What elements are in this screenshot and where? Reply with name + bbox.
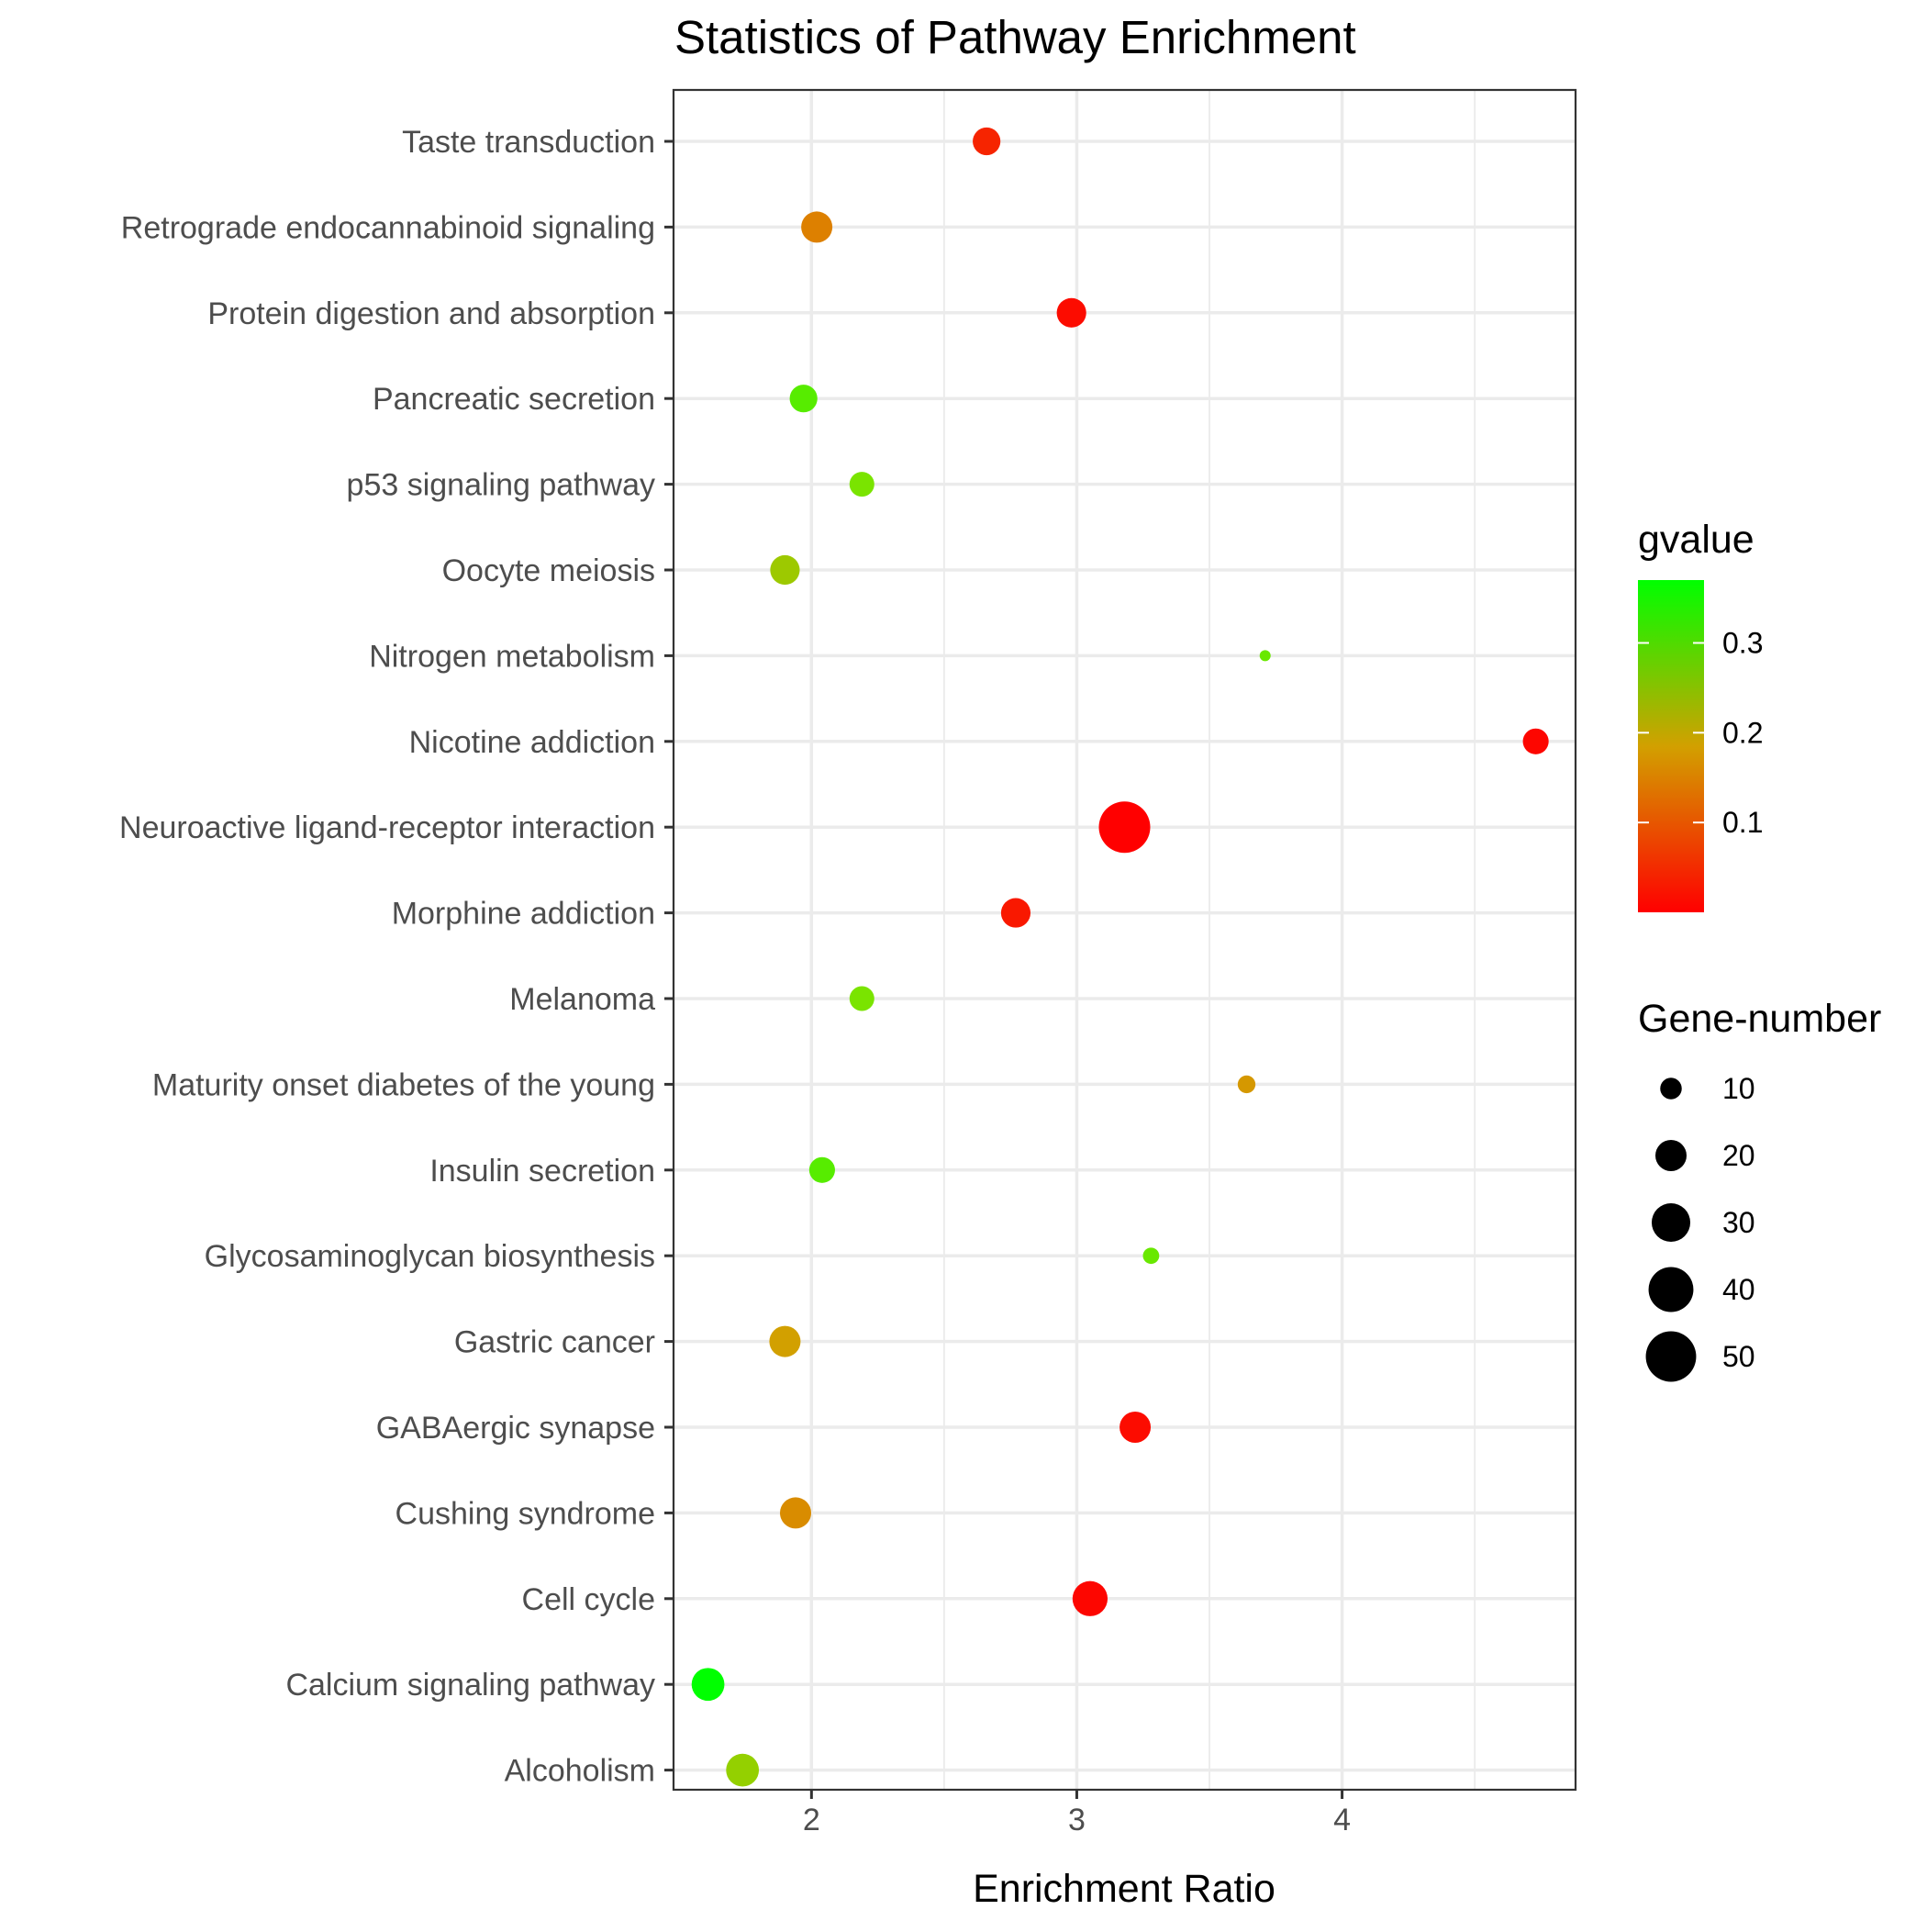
size-legend-label: 50 — [1722, 1340, 1755, 1373]
color-legend-tick-label: 0.2 — [1722, 716, 1763, 749]
y-tick-label: Nicotine addiction — [409, 725, 655, 760]
data-point — [1056, 297, 1086, 328]
y-tick-label: Gastric cancer — [454, 1325, 655, 1360]
color-legend-bar — [1638, 580, 1704, 912]
data-point — [1119, 1411, 1152, 1444]
size-legend-label: 40 — [1722, 1273, 1755, 1306]
data-point — [691, 1668, 725, 1702]
color-legend-title: gvalue — [1638, 518, 1754, 562]
y-tick-label: Cushing syndrome — [395, 1496, 655, 1531]
x-axis-title: Enrichment Ratio — [973, 1867, 1275, 1911]
chart-title: Statistics of Pathway Enrichment — [674, 11, 1356, 63]
y-tick-label: Morphine addiction — [392, 897, 655, 932]
size-legend-key — [1645, 1331, 1697, 1382]
data-point — [1000, 898, 1031, 928]
color-legend-ticks: 0.1 0.2 0.3 — [1638, 626, 1763, 839]
data-point — [769, 1325, 801, 1357]
x-tick-label: 2 — [803, 1803, 820, 1837]
data-point — [726, 1753, 760, 1787]
data-point — [789, 385, 818, 413]
color-legend-tick-label: 0.1 — [1722, 806, 1763, 839]
size-legend-key — [1660, 1078, 1682, 1100]
size-legend: Gene-number 10 20 30 40 50 — [1638, 997, 1881, 1382]
y-tick-label: Alcoholism — [505, 1754, 655, 1789]
color-legend-tick-label: 0.3 — [1722, 626, 1763, 659]
points-layer — [691, 127, 1549, 1787]
y-tick-label: Retrograde endocannabinoid signaling — [121, 210, 655, 245]
data-point — [973, 127, 1001, 156]
data-point — [1072, 1580, 1108, 1616]
y-axis: Taste transduction Retrograde endocannabi… — [119, 125, 674, 1789]
size-legend-key — [1648, 1267, 1694, 1312]
x-tick-label: 4 — [1333, 1803, 1351, 1837]
data-point — [849, 986, 874, 1011]
color-legend: gvalue 0.1 0.2 0.3 — [1638, 518, 1763, 912]
y-tick-label: Protein digestion and absorption — [207, 296, 655, 331]
data-point — [770, 554, 800, 586]
y-tick-label: GABAergic synapse — [376, 1411, 655, 1446]
size-legend-label: 10 — [1722, 1072, 1755, 1105]
y-tick-label: p53 signaling pathway — [347, 468, 655, 503]
size-legend-label: 30 — [1722, 1206, 1755, 1239]
size-legend-label: 20 — [1722, 1139, 1755, 1172]
data-point — [1142, 1247, 1160, 1265]
x-axis: 2 3 4 — [803, 1790, 1351, 1837]
panel-border — [672, 88, 1577, 1792]
y-tick-label: Calcium signaling pathway — [285, 1668, 655, 1703]
data-point — [1259, 650, 1271, 662]
data-point — [1237, 1075, 1256, 1094]
y-tick-label: Oocyte meiosis — [442, 553, 655, 588]
size-legend-title: Gene-number — [1638, 997, 1881, 1041]
y-tick-label: Cell cycle — [522, 1582, 655, 1617]
grid-layer — [674, 90, 1576, 1790]
data-point — [849, 472, 874, 497]
y-tick-label: Nitrogen metabolism — [369, 639, 655, 674]
x-tick-label: 3 — [1068, 1803, 1086, 1837]
data-point — [1098, 801, 1151, 854]
y-tick-label: Neuroactive ligand-receptor interaction — [119, 810, 655, 845]
data-point — [808, 1156, 835, 1183]
y-tick-label: Pancreatic secretion — [373, 382, 655, 417]
y-tick-label: Taste transduction — [402, 125, 655, 160]
data-point — [779, 1497, 811, 1529]
y-tick-label: Glycosaminoglycan biosynthesis — [205, 1239, 655, 1274]
y-tick-label: Insulin secretion — [429, 1154, 655, 1189]
data-point — [1522, 728, 1549, 754]
size-legend-key — [1651, 1202, 1691, 1243]
data-point — [801, 211, 833, 243]
size-legend-key — [1654, 1139, 1688, 1172]
y-tick-label: Melanoma — [509, 982, 655, 1017]
size-legend-items: 10 20 30 40 50 — [1645, 1072, 1755, 1382]
y-tick-label: Maturity onset diabetes of the young — [152, 1067, 655, 1102]
